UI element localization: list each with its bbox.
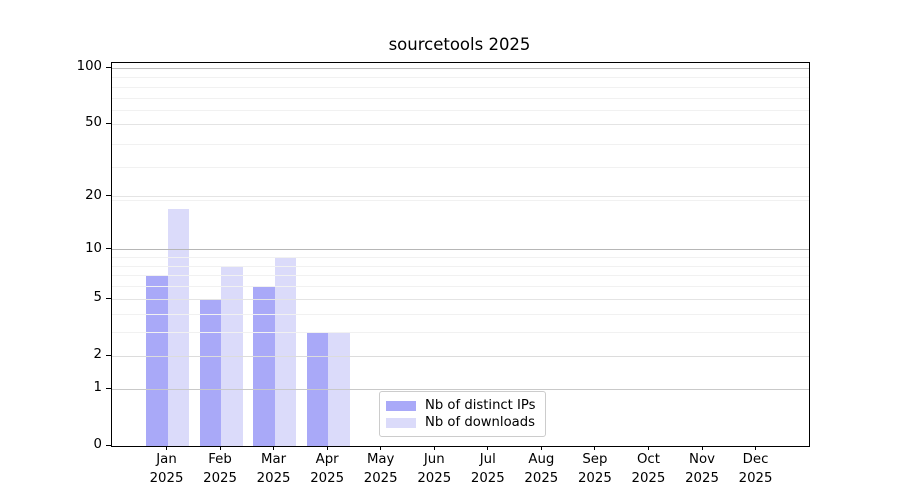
x-tick-mark xyxy=(219,446,221,450)
plot-area: Nb of distinct IPs Nb of downloads xyxy=(111,62,810,447)
legend-entry: Nb of distinct IPs xyxy=(386,398,536,413)
minor-gridline xyxy=(112,265,809,267)
bar-nb-of-distinct-ips-jan xyxy=(146,275,168,446)
y-tick-mark xyxy=(106,387,111,389)
x-tick-mark xyxy=(594,446,596,450)
x-tick-mark xyxy=(273,446,275,450)
minor-gridline xyxy=(112,332,809,333)
y-tick-label: 1 xyxy=(93,380,102,396)
major-gridline xyxy=(112,298,809,300)
y-tick-mark xyxy=(106,66,111,68)
x-tick-label: Jan 2025 xyxy=(149,452,184,486)
x-tick-label: Dec 2025 xyxy=(738,452,773,486)
y-tick-label: 5 xyxy=(93,290,102,306)
x-tick-label: Nov 2025 xyxy=(685,452,719,486)
y-tick-mark xyxy=(106,297,111,299)
major-gridline xyxy=(112,196,809,198)
y-tick-mark xyxy=(106,444,111,446)
gridlines-layer xyxy=(112,63,809,446)
legend-swatch xyxy=(386,417,416,428)
minor-gridline xyxy=(112,313,809,315)
minor-gridline xyxy=(112,143,809,145)
major-gridline xyxy=(112,123,809,125)
x-tick-label: Jun 2025 xyxy=(417,452,452,486)
minor-gridline xyxy=(112,86,809,88)
x-tick-mark xyxy=(755,446,757,450)
minor-gridline xyxy=(112,77,809,79)
x-tick-mark xyxy=(433,446,435,450)
bar-nb-of-downloads-jan xyxy=(167,209,189,446)
x-tick-mark xyxy=(166,446,167,450)
bar-nb-of-downloads-mar xyxy=(274,257,297,446)
y-tick-label: 0 xyxy=(93,437,102,452)
x-tick-label: Aug 2025 xyxy=(524,452,559,486)
x-tick-label: Mar 2025 xyxy=(256,452,291,486)
x-tick-mark xyxy=(647,446,649,450)
y-tick-label: 2 xyxy=(93,347,102,363)
minor-gridline xyxy=(112,257,809,258)
legend-swatch xyxy=(386,400,416,411)
x-tick-mark xyxy=(701,446,703,450)
x-tick-label: Oct 2025 xyxy=(631,452,666,486)
y-tick-mark xyxy=(106,122,111,124)
minor-gridline xyxy=(112,110,809,112)
legend: Nb of distinct IPs Nb of downloads xyxy=(379,391,546,437)
x-tick-label: May 2025 xyxy=(363,452,398,486)
y-tick-mark xyxy=(106,354,111,356)
major-gridline xyxy=(112,388,809,390)
bar-nb-of-distinct-ips-mar xyxy=(253,286,275,446)
minor-gridline xyxy=(112,275,809,277)
chart-title: sourcetools 2025 xyxy=(388,35,531,54)
minor-gridline xyxy=(112,200,809,202)
y-tick-label: 50 xyxy=(85,115,102,131)
bar-nb-of-distinct-ips-feb xyxy=(199,299,222,446)
x-tick-mark xyxy=(487,446,489,450)
x-tick-label: Jul 2025 xyxy=(470,452,505,486)
y-tick-label: 100 xyxy=(76,59,102,75)
major-gridline xyxy=(112,249,809,251)
x-tick-label: Apr 2025 xyxy=(310,452,345,486)
y-tick-label: 20 xyxy=(85,187,102,203)
major-gridline xyxy=(112,67,809,69)
y-tick-label: 10 xyxy=(85,240,102,256)
x-tick-label: Feb 2025 xyxy=(203,452,237,486)
minor-gridline xyxy=(112,97,809,99)
y-tick-mark xyxy=(106,195,111,197)
minor-gridline xyxy=(112,167,809,169)
x-tick-label: Sep 2025 xyxy=(577,452,612,486)
minor-gridline xyxy=(112,286,809,288)
y-tick-mark xyxy=(106,248,111,250)
legend-entry: Nb of downloads xyxy=(386,415,536,430)
legend-label: Nb of downloads xyxy=(425,415,535,430)
x-tick-mark xyxy=(540,446,542,450)
x-tick-mark xyxy=(326,446,328,450)
x-tick-mark xyxy=(380,446,382,450)
major-gridline xyxy=(112,355,809,357)
legend-label: Nb of distinct IPs xyxy=(425,398,536,413)
